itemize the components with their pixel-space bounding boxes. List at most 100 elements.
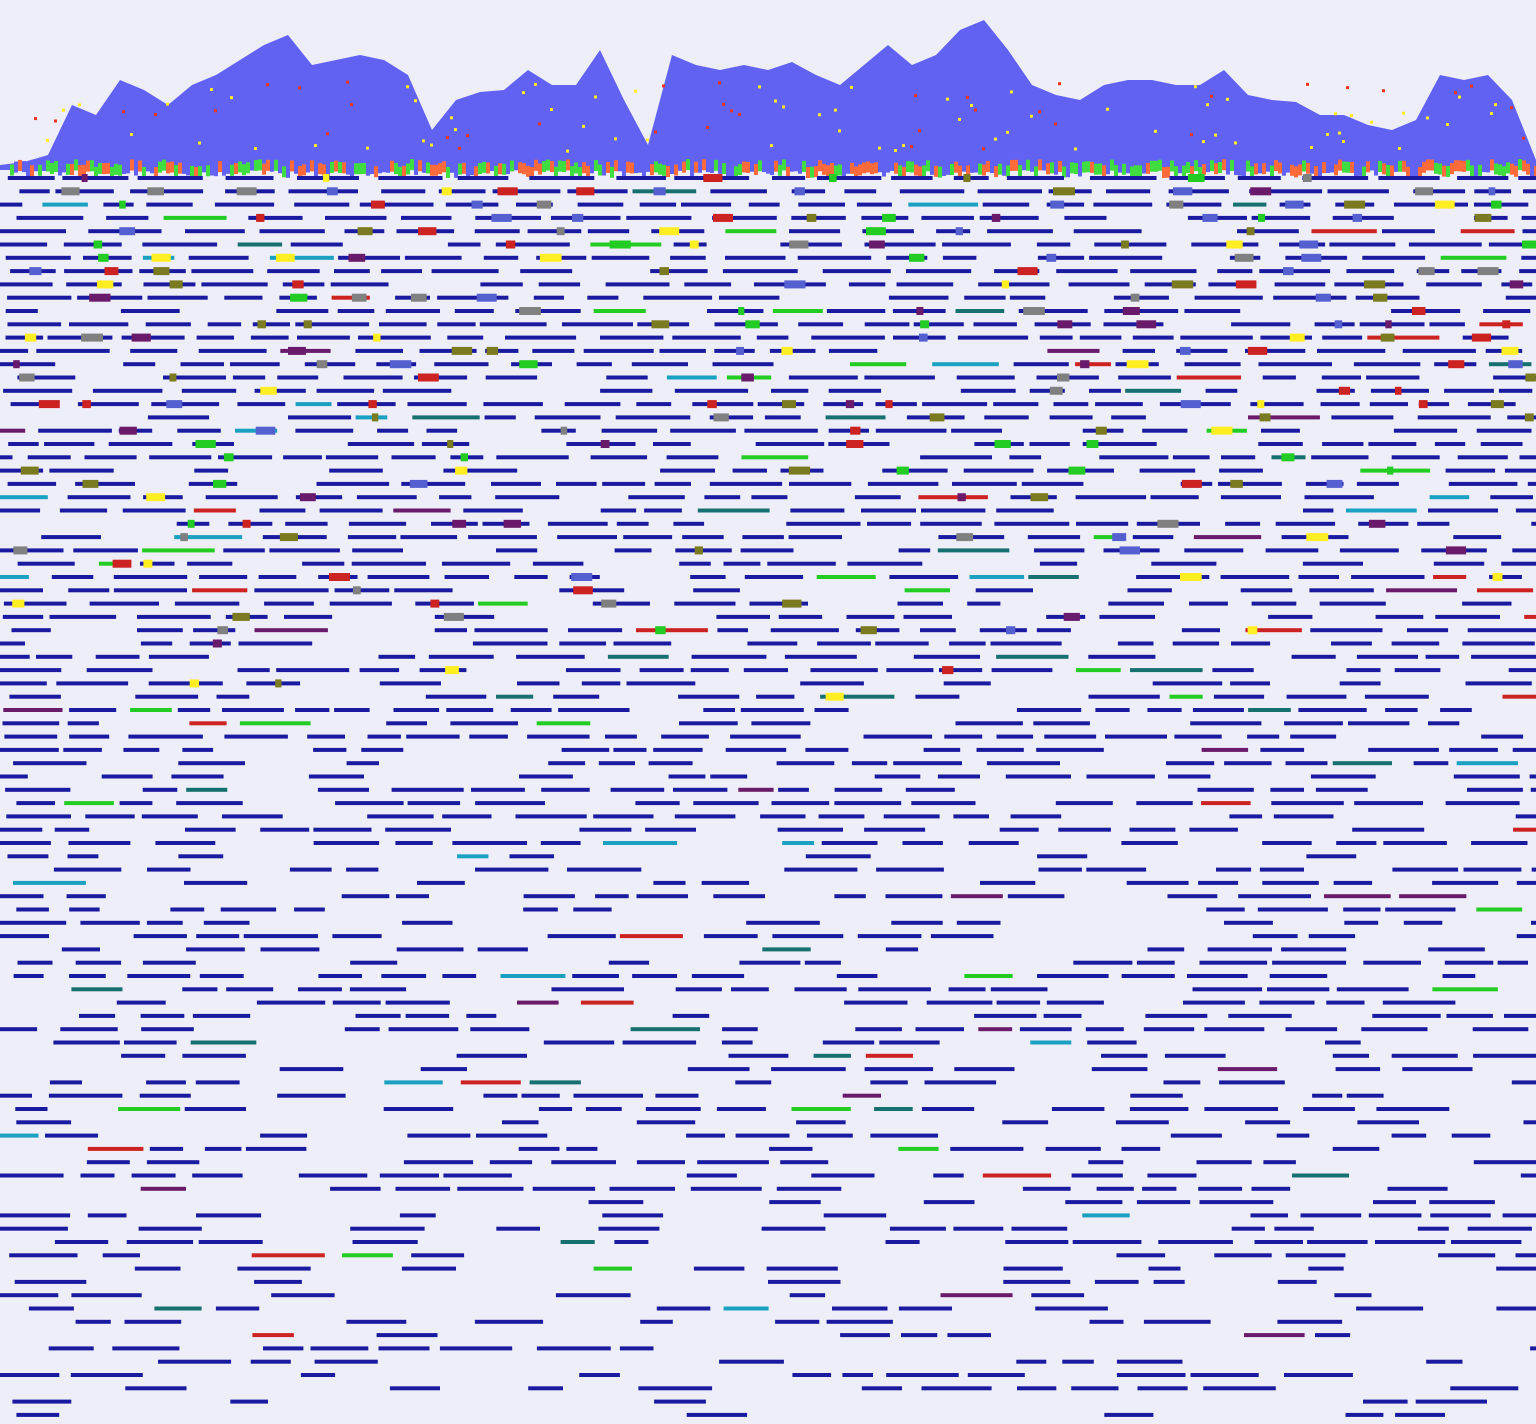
read xyxy=(113,588,187,593)
read xyxy=(47,335,113,340)
read-feature xyxy=(707,400,717,409)
read-feature xyxy=(1326,479,1343,488)
read xyxy=(1093,202,1153,207)
read xyxy=(613,747,647,752)
coverage-band xyxy=(1354,166,1358,178)
read xyxy=(63,242,122,247)
read xyxy=(1363,960,1421,965)
read xyxy=(1360,468,1431,473)
coverage-band xyxy=(1070,162,1074,174)
read xyxy=(0,774,28,779)
read xyxy=(1515,1253,1536,1258)
read xyxy=(874,1107,913,1111)
read xyxy=(769,1200,821,1205)
read xyxy=(891,176,933,180)
read xyxy=(738,787,774,792)
read xyxy=(1184,362,1241,367)
read-feature xyxy=(166,400,183,409)
coverage-band xyxy=(1454,160,1458,172)
read xyxy=(1274,1226,1314,1231)
coverage-band xyxy=(1402,160,1406,172)
read xyxy=(126,1240,194,1244)
read xyxy=(122,508,186,513)
read xyxy=(0,548,64,553)
coverage-band xyxy=(1450,163,1454,175)
read xyxy=(116,1000,166,1005)
coverage-band xyxy=(1294,166,1298,178)
coverage-band xyxy=(998,163,1002,175)
read-feature xyxy=(19,373,35,382)
coverage-band xyxy=(1270,165,1274,177)
read xyxy=(858,987,931,992)
coverage-band xyxy=(1490,159,1494,171)
read xyxy=(797,255,872,260)
read xyxy=(192,1013,251,1018)
read xyxy=(407,402,467,407)
read xyxy=(1346,508,1417,513)
read xyxy=(1496,1306,1536,1311)
read xyxy=(1213,694,1265,699)
coverage-band xyxy=(278,162,282,174)
read xyxy=(610,787,665,792)
read xyxy=(1346,1093,1384,1098)
read xyxy=(1163,1080,1201,1085)
coverage-band xyxy=(402,165,406,177)
read xyxy=(1315,787,1368,792)
read xyxy=(1428,508,1498,513)
read xyxy=(1176,348,1228,353)
read xyxy=(614,548,652,553)
read xyxy=(452,841,527,845)
read xyxy=(325,215,387,220)
read xyxy=(722,269,798,274)
read-feature xyxy=(956,533,974,542)
read xyxy=(6,814,71,819)
read xyxy=(1130,668,1203,673)
read xyxy=(1507,415,1536,420)
read xyxy=(1275,521,1336,526)
read xyxy=(1065,1200,1123,1205)
variant-dot xyxy=(450,116,453,120)
read xyxy=(834,801,902,806)
coverage-band xyxy=(666,166,670,178)
read xyxy=(673,787,728,792)
coverage-band xyxy=(1206,161,1210,173)
read xyxy=(1245,628,1302,633)
variant-dot xyxy=(166,102,169,106)
read xyxy=(832,1306,888,1311)
read xyxy=(840,1333,890,1338)
read-feature xyxy=(455,466,468,475)
coverage-band xyxy=(494,165,498,177)
read xyxy=(898,548,931,553)
read-feature xyxy=(316,360,328,369)
read xyxy=(1483,309,1531,313)
read xyxy=(559,641,606,646)
coverage-band xyxy=(422,161,426,173)
read xyxy=(678,694,740,699)
read xyxy=(861,1386,902,1391)
variant-dot xyxy=(430,143,433,147)
read-feature xyxy=(195,440,216,448)
read xyxy=(942,255,977,260)
read xyxy=(232,375,266,380)
read xyxy=(125,1386,187,1391)
read xyxy=(1076,668,1121,673)
read xyxy=(87,1213,127,1218)
read xyxy=(1183,1000,1245,1005)
read xyxy=(1326,1000,1365,1005)
read xyxy=(1304,495,1374,500)
coverage-band xyxy=(794,160,798,172)
read xyxy=(851,761,888,766)
read xyxy=(316,481,390,486)
coverage-band xyxy=(866,161,870,173)
read xyxy=(969,575,1025,579)
variant-dot xyxy=(770,144,773,148)
read xyxy=(1372,1013,1441,1018)
coverage-band xyxy=(1442,165,1446,177)
read xyxy=(1373,1200,1416,1205)
read xyxy=(263,1346,304,1351)
variant-dot xyxy=(266,83,269,87)
read xyxy=(771,801,830,806)
variant-dot xyxy=(946,97,949,101)
read xyxy=(1122,348,1155,353)
